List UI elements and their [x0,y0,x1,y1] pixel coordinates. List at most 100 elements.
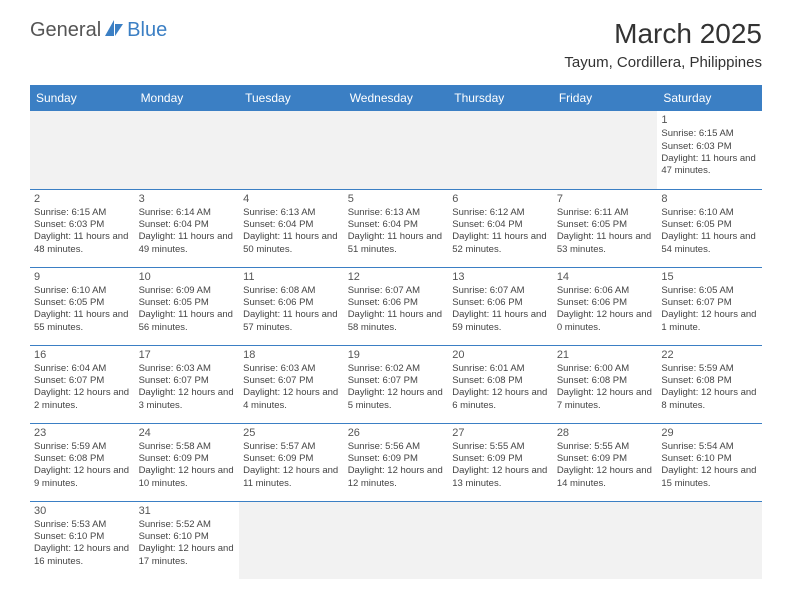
cell-detail: Sunset: 6:08 PM [34,453,131,465]
calendar-cell [553,111,658,189]
calendar-cell: 25Sunrise: 5:57 AMSunset: 6:09 PMDayligh… [239,423,344,501]
cell-detail: Daylight: 12 hours and 14 minutes. [557,465,654,490]
cell-detail: Sunrise: 6:15 AM [34,207,131,219]
calendar-cell: 2Sunrise: 6:15 AMSunset: 6:03 PMDaylight… [30,189,135,267]
calendar-row: 1Sunrise: 6:15 AMSunset: 6:03 PMDaylight… [30,111,762,189]
weekday-header: Tuesday [239,85,344,111]
cell-detail: Sunset: 6:08 PM [452,375,549,387]
cell-detail: Sunset: 6:08 PM [661,375,758,387]
cell-detail: Daylight: 11 hours and 54 minutes. [661,231,758,256]
calendar-cell: 21Sunrise: 6:00 AMSunset: 6:08 PMDayligh… [553,345,658,423]
cell-detail: Sunset: 6:07 PM [661,297,758,309]
cell-detail: Sunrise: 5:53 AM [34,519,131,531]
cell-detail: Sunrise: 6:02 AM [348,363,445,375]
logo-text-1: General [30,19,101,42]
calendar-cell: 1Sunrise: 6:15 AMSunset: 6:03 PMDaylight… [657,111,762,189]
calendar-cell: 26Sunrise: 5:56 AMSunset: 6:09 PMDayligh… [344,423,449,501]
day-number: 1 [661,113,758,127]
calendar-table: SundayMondayTuesdayWednesdayThursdayFrid… [30,85,762,579]
calendar-cell: 16Sunrise: 6:04 AMSunset: 6:07 PMDayligh… [30,345,135,423]
calendar-cell: 7Sunrise: 6:11 AMSunset: 6:05 PMDaylight… [553,189,658,267]
calendar-row: 30Sunrise: 5:53 AMSunset: 6:10 PMDayligh… [30,501,762,579]
cell-detail: Sunset: 6:06 PM [348,297,445,309]
day-number: 23 [34,426,131,440]
cell-detail: Daylight: 12 hours and 11 minutes. [243,465,340,490]
calendar-cell: 29Sunrise: 5:54 AMSunset: 6:10 PMDayligh… [657,423,762,501]
calendar-cell: 28Sunrise: 5:55 AMSunset: 6:09 PMDayligh… [553,423,658,501]
day-number: 30 [34,504,131,518]
cell-detail: Sunrise: 5:55 AM [557,441,654,453]
cell-detail: Daylight: 12 hours and 6 minutes. [452,387,549,412]
day-number: 22 [661,348,758,362]
calendar-cell: 9Sunrise: 6:10 AMSunset: 6:05 PMDaylight… [30,267,135,345]
location: Tayum, Cordillera, Philippines [564,54,762,71]
cell-detail: Sunset: 6:09 PM [452,453,549,465]
cell-detail: Sunrise: 5:57 AM [243,441,340,453]
day-number: 26 [348,426,445,440]
day-number: 18 [243,348,340,362]
cell-detail: Sunset: 6:05 PM [139,297,236,309]
cell-detail: Daylight: 12 hours and 15 minutes. [661,465,758,490]
cell-detail: Sunset: 6:09 PM [348,453,445,465]
cell-detail: Daylight: 11 hours and 57 minutes. [243,309,340,334]
cell-detail: Sunset: 6:03 PM [661,141,758,153]
day-number: 5 [348,192,445,206]
weekday-header: Thursday [448,85,553,111]
calendar-row: 2Sunrise: 6:15 AMSunset: 6:03 PMDaylight… [30,189,762,267]
cell-detail: Daylight: 11 hours and 55 minutes. [34,309,131,334]
cell-detail: Daylight: 12 hours and 4 minutes. [243,387,340,412]
calendar-row: 23Sunrise: 5:59 AMSunset: 6:08 PMDayligh… [30,423,762,501]
day-number: 19 [348,348,445,362]
cell-detail: Sunrise: 6:06 AM [557,285,654,297]
day-number: 16 [34,348,131,362]
cell-detail: Sunrise: 6:12 AM [452,207,549,219]
cell-detail: Sunrise: 6:13 AM [348,207,445,219]
calendar-cell [30,111,135,189]
cell-detail: Sunset: 6:04 PM [139,219,236,231]
day-number: 2 [34,192,131,206]
day-number: 7 [557,192,654,206]
cell-detail: Daylight: 11 hours and 47 minutes. [661,153,758,178]
day-number: 29 [661,426,758,440]
day-number: 15 [661,270,758,284]
cell-detail: Sunset: 6:07 PM [243,375,340,387]
day-number: 8 [661,192,758,206]
cell-detail: Daylight: 12 hours and 7 minutes. [557,387,654,412]
cell-detail: Sunrise: 5:59 AM [661,363,758,375]
cell-detail: Sunset: 6:06 PM [243,297,340,309]
cell-detail: Daylight: 11 hours and 48 minutes. [34,231,131,256]
cell-detail: Daylight: 11 hours and 51 minutes. [348,231,445,256]
cell-detail: Sunrise: 6:05 AM [661,285,758,297]
cell-detail: Daylight: 12 hours and 16 minutes. [34,543,131,568]
cell-detail: Daylight: 12 hours and 2 minutes. [34,387,131,412]
cell-detail: Sunrise: 6:14 AM [139,207,236,219]
calendar-cell: 24Sunrise: 5:58 AMSunset: 6:09 PMDayligh… [135,423,240,501]
day-number: 9 [34,270,131,284]
month-title: March 2025 [564,18,762,50]
day-number: 20 [452,348,549,362]
cell-detail: Sunrise: 6:07 AM [348,285,445,297]
cell-detail: Daylight: 11 hours and 59 minutes. [452,309,549,334]
cell-detail: Daylight: 12 hours and 0 minutes. [557,309,654,334]
calendar-cell [553,501,658,579]
cell-detail: Sunset: 6:10 PM [661,453,758,465]
cell-detail: Sunset: 6:04 PM [348,219,445,231]
cell-detail: Daylight: 12 hours and 9 minutes. [34,465,131,490]
calendar-cell: 8Sunrise: 6:10 AMSunset: 6:05 PMDaylight… [657,189,762,267]
cell-detail: Sunset: 6:10 PM [139,531,236,543]
calendar-cell: 18Sunrise: 6:03 AMSunset: 6:07 PMDayligh… [239,345,344,423]
cell-detail: Daylight: 12 hours and 12 minutes. [348,465,445,490]
cell-detail: Daylight: 11 hours and 53 minutes. [557,231,654,256]
cell-detail: Sunrise: 5:52 AM [139,519,236,531]
cell-detail: Sunset: 6:04 PM [452,219,549,231]
cell-detail: Sunset: 6:09 PM [557,453,654,465]
cell-detail: Sunrise: 6:08 AM [243,285,340,297]
day-number: 17 [139,348,236,362]
day-number: 4 [243,192,340,206]
cell-detail: Sunset: 6:10 PM [34,531,131,543]
cell-detail: Sunset: 6:07 PM [139,375,236,387]
day-number: 28 [557,426,654,440]
logo-text-2: Blue [127,19,167,42]
day-number: 10 [139,270,236,284]
calendar-cell [657,501,762,579]
